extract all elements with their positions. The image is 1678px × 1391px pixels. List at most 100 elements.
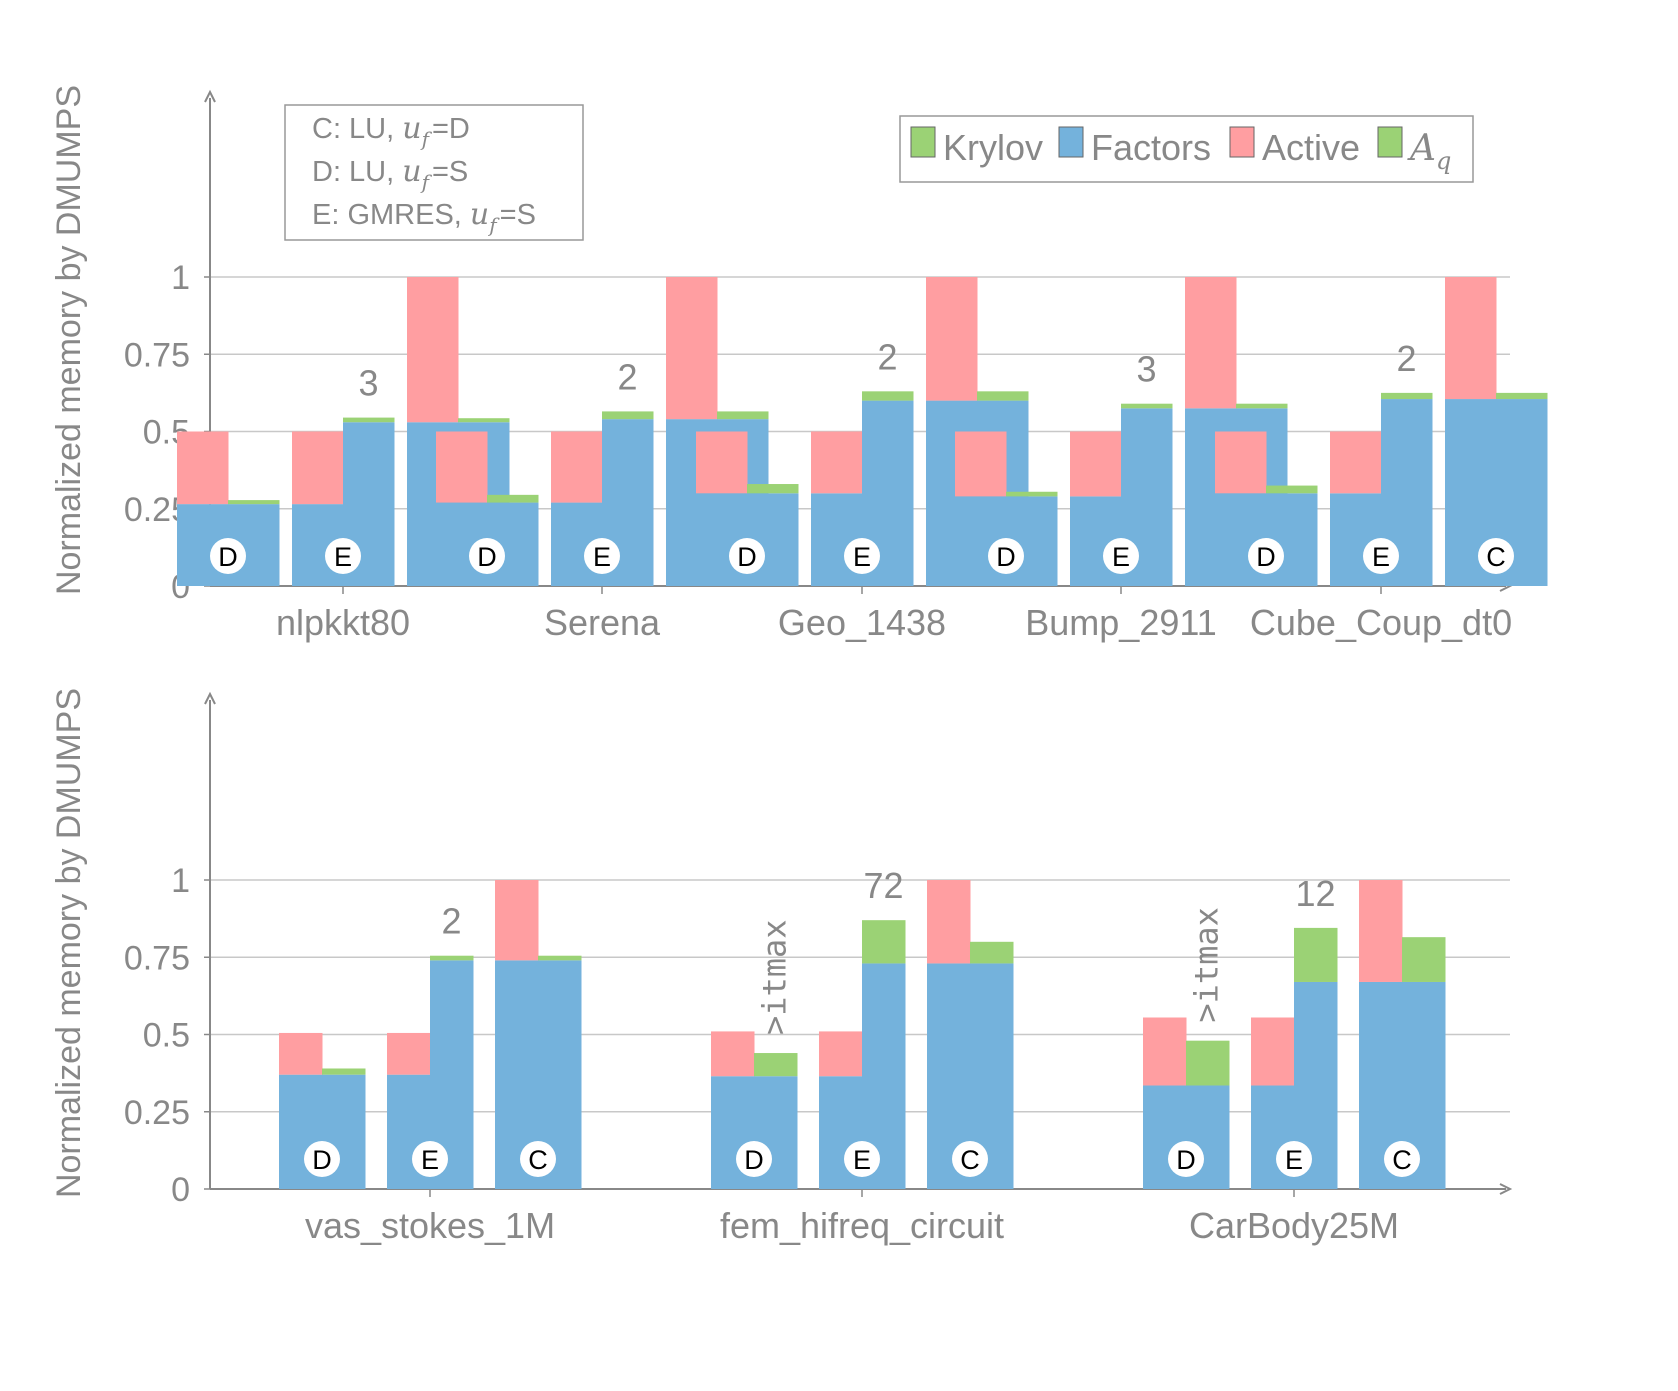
legend-label-krylov: Krylov [943, 127, 1043, 168]
iteration-count: 12 [1295, 873, 1335, 914]
krylov-segment [1186, 1040, 1230, 1086]
krylov-segment [343, 417, 395, 423]
method-box-var: u [470, 197, 489, 232]
active-segment [926, 277, 978, 401]
method-label: C [528, 1145, 548, 1175]
method-box-var: u [402, 154, 421, 189]
legend-aq-main: A [1407, 128, 1436, 169]
method-label-circle [1478, 538, 1514, 574]
krylov-segment [602, 411, 654, 420]
active-segment [696, 431, 748, 494]
method-label: D [1176, 1145, 1196, 1175]
aq-segment [977, 391, 1029, 401]
method-label-circle [729, 538, 765, 574]
method-label: D [737, 542, 757, 572]
legend-label-active: Active [1262, 127, 1360, 168]
legend-label-aq: Aq [1407, 128, 1451, 175]
method-label: D [218, 542, 238, 572]
method-box-frame [284, 104, 584, 241]
group-Geo_1438: Geo_1438DE2C [696, 277, 1029, 643]
x-tick-label: Serena [544, 602, 661, 643]
aq-segment [1236, 403, 1288, 409]
iteration-count: 2 [1396, 338, 1416, 379]
method-label-circle [304, 1141, 340, 1177]
method-label: C [960, 1145, 980, 1175]
y-tick-label: 0 [171, 1171, 190, 1209]
iteration-count: 3 [358, 363, 378, 404]
y-axis-arrow [204, 691, 216, 705]
method-label-circle [210, 538, 246, 574]
legend-swatch-factors [1058, 126, 1084, 158]
active-segment [436, 431, 488, 503]
method-label-circle [844, 1141, 880, 1177]
x-tick-label: nlpkkt80 [276, 602, 410, 643]
method-label: C [1392, 1145, 1412, 1175]
active-segment [711, 1031, 755, 1077]
krylov-segment [1121, 403, 1173, 409]
method-label: D [1256, 542, 1276, 572]
method-box-suffix: =S [432, 156, 468, 188]
iteration-count: 2 [877, 336, 897, 377]
method-label-circle [412, 1141, 448, 1177]
legend-swatch-krylov [910, 126, 936, 158]
method-box-suffix: =S [500, 199, 536, 231]
group-CarBody25M: CarBody25M D >itmax E 12 C [1143, 873, 1446, 1246]
method-label: E [1285, 1145, 1303, 1175]
y-tick-label: 0.25 [124, 1094, 190, 1132]
group-Cube_Coup_dt0: Cube_Coup_dt0 D E 2 C [1215, 277, 1548, 643]
active-segment [177, 431, 229, 505]
aq-segment [717, 411, 769, 420]
iteration-count: 72 [863, 865, 903, 906]
method-label: E [1372, 542, 1390, 572]
aq-segment [458, 418, 510, 423]
method-box-suffix: =D [432, 113, 470, 145]
method-label-circle [520, 1141, 556, 1177]
method-box-line: E: GMRES, uf =S [312, 197, 536, 237]
method-label: D [477, 542, 497, 572]
krylov-segment [430, 955, 474, 961]
aq-segment [1266, 485, 1318, 494]
method-label: E [853, 542, 871, 572]
x-tick-label: fem_hifreq_circuit [720, 1205, 1004, 1246]
aq-segment [228, 500, 280, 505]
iteration-count: 3 [1136, 349, 1156, 390]
aq-segment [322, 1068, 366, 1075]
active-segment [1445, 277, 1497, 400]
active-segment [495, 880, 539, 961]
active-segment [955, 431, 1007, 497]
method-label-circle [584, 538, 620, 574]
method-box-var: u [402, 111, 421, 146]
x-axis-arrow [1499, 1183, 1513, 1195]
y-tick-label: 0.75 [124, 336, 190, 374]
method-label-circle [1103, 538, 1139, 574]
method-label-circle [469, 538, 505, 574]
aq-segment [1006, 491, 1058, 497]
y-tick-label: 1 [171, 862, 190, 900]
active-segment [1330, 431, 1382, 494]
method-label: D [744, 1145, 764, 1175]
method-box-prefix: C: LU, [312, 113, 402, 145]
y-tick-label: 0.5 [143, 1017, 190, 1055]
chart-panel-2: 0 0.25 0.5 0.75 1 Normalized memory by DMUMPS… [50, 688, 1513, 1246]
legend-swatch-active [1229, 126, 1255, 158]
method-label-circle [988, 538, 1024, 574]
aq-segment [538, 955, 582, 961]
method-label-circle [844, 538, 880, 574]
active-segment [1185, 277, 1237, 409]
method-label-circle [1168, 1141, 1204, 1177]
group-vas_stokes_1M: vas_stokes_1M D E 2 C [279, 880, 582, 1246]
method-label-circle [1384, 1141, 1420, 1177]
active-segment [1215, 431, 1267, 494]
x-tick-label: vas_stokes_1M [305, 1205, 555, 1246]
method-label-circle [952, 1141, 988, 1177]
x-tick-label: CarBody25M [1189, 1205, 1399, 1246]
krylov-segment [754, 1053, 798, 1077]
method-box-line: D: LU, uf =S [312, 154, 468, 194]
method-label-circle [736, 1141, 772, 1177]
method-label: D [312, 1145, 332, 1175]
krylov-segment [862, 391, 914, 401]
method-label-circle [1363, 538, 1399, 574]
method-label: E [593, 542, 611, 572]
method-label-circle [325, 538, 361, 574]
